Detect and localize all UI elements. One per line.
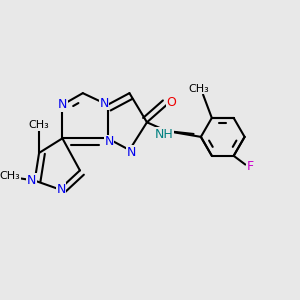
Text: N: N <box>58 98 67 111</box>
Text: N: N <box>99 97 109 110</box>
Text: N: N <box>127 146 136 159</box>
Text: O: O <box>166 96 176 109</box>
Text: N: N <box>56 183 66 196</box>
Text: N: N <box>104 135 114 148</box>
Text: N: N <box>27 173 37 187</box>
Text: CH₃: CH₃ <box>188 84 209 94</box>
Text: CH₃: CH₃ <box>0 171 20 181</box>
Text: CH₃: CH₃ <box>29 120 50 130</box>
Text: NH: NH <box>155 128 174 141</box>
Text: F: F <box>247 160 254 172</box>
